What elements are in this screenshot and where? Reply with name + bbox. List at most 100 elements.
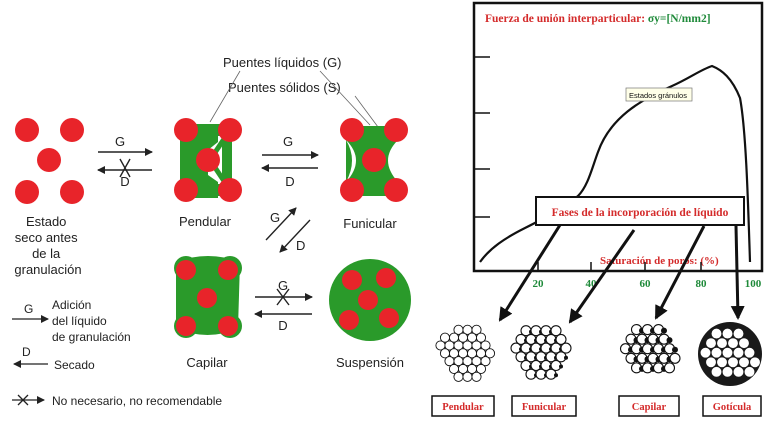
arrow-d-label: D [278, 318, 287, 333]
arrow-diagonal-down [279, 219, 311, 253]
granule-sphere [484, 348, 496, 359]
granule-sphere [711, 328, 722, 339]
granule-sphere [475, 363, 487, 375]
tick-label: 60 [640, 278, 652, 290]
particle [340, 178, 364, 202]
particle [358, 290, 378, 310]
granule-sphere [700, 347, 711, 358]
solid-bridges-label: Puentes sólidos (S) [228, 80, 341, 95]
particle [37, 148, 61, 172]
legend: G Adición del líquido de granulación D S… [12, 298, 222, 408]
particle [176, 260, 196, 280]
granule-sphere [717, 357, 727, 368]
leader-line [319, 70, 371, 126]
arrow-g-label: G [270, 210, 280, 225]
granule-sphere [733, 366, 744, 377]
tooltip [625, 87, 693, 102]
granule-sphere [733, 347, 744, 358]
phase-box-pendular [431, 395, 495, 417]
arrow-g-label: G [278, 278, 288, 293]
particle [218, 316, 238, 336]
particle [176, 316, 196, 336]
phase-box-label: Funicular [522, 402, 567, 413]
granule-sphere [728, 357, 738, 368]
capilar-state [174, 256, 242, 338]
tick-label: 40 [586, 278, 598, 290]
force-title: Fuerza de unión interparticular: σy=[N/m… [485, 13, 711, 25]
particle [15, 118, 39, 142]
phases-box [535, 196, 745, 226]
particle [60, 180, 84, 204]
granule-sphere [733, 328, 744, 339]
granule-cluster [510, 325, 572, 380]
funicular-state [340, 118, 408, 202]
capilar-label: Capilar [186, 355, 228, 370]
capilar-suspension-arrows: G D [254, 278, 313, 333]
particle [218, 260, 238, 280]
arrow-g-label: G [115, 134, 125, 149]
granule-sphere [471, 371, 482, 382]
granule-cluster [619, 324, 681, 374]
particle [218, 178, 242, 202]
granule-sphere [560, 342, 572, 354]
phase-box-goticula [702, 395, 762, 417]
binder-dot [661, 327, 667, 334]
arrow-diagonal-up [265, 207, 297, 241]
particle [376, 268, 396, 288]
particle [174, 178, 198, 202]
legend-g-letter: G [24, 302, 33, 316]
phases-label: Fases de la incorporación de líquido [552, 207, 729, 219]
legend-x-text: No necesario, no recomendable [52, 394, 222, 408]
binder-dot [672, 346, 678, 353]
binder-dot [666, 337, 673, 344]
phase-box-funicular [511, 395, 577, 417]
granule-illustrations [435, 322, 762, 386]
not-recommended-cross [276, 288, 290, 306]
arrow-d-label: D [120, 174, 129, 189]
saturation-label: Saturación de poros: (%) [600, 255, 719, 267]
particle [384, 118, 408, 142]
legend-x-cross [17, 394, 29, 406]
phase-box-label: Pendular [442, 402, 484, 413]
granule-sphere [744, 366, 755, 377]
legend-d-letter: D [22, 345, 31, 359]
binder-dot [559, 364, 563, 369]
granule-sphere [471, 324, 482, 335]
particle [174, 118, 198, 142]
granule-sphere [711, 347, 722, 358]
x-axis-ticks [537, 262, 702, 272]
phase-boxes: Pendular Funicular Capilar Gotícula [431, 395, 762, 417]
chart-frame [472, 1, 764, 273]
tick-label: 20 [533, 278, 545, 290]
leader-line [209, 70, 241, 123]
phase-box-capilar [618, 395, 680, 417]
dry-pendular-arrows: G D [97, 134, 153, 189]
particle [196, 148, 220, 172]
liquid-bridges-label: Puentes líquidos (G) [223, 55, 342, 70]
funicular-label: Funicular [343, 216, 397, 231]
pendular-state [174, 118, 242, 202]
granule-sphere [728, 338, 738, 349]
particle [15, 180, 39, 204]
granule-sphere [663, 362, 676, 374]
particle [340, 118, 364, 142]
leader-line [354, 95, 379, 128]
particle [60, 118, 84, 142]
binder-dot [554, 373, 558, 378]
granule-cluster [435, 324, 496, 382]
phase-arrows [498, 224, 745, 324]
granule-sphere [480, 356, 491, 367]
arrow-d-label: D [296, 238, 305, 253]
tick-label: 80 [696, 278, 708, 290]
granule-sphere [453, 371, 464, 382]
binder-dot [564, 355, 568, 360]
granule-sphere [550, 325, 562, 337]
arrow-g-label: G [283, 134, 293, 149]
granule-sphere [669, 352, 681, 364]
particle [218, 118, 242, 142]
suspension-state [329, 259, 411, 341]
granule-sphere [475, 332, 487, 343]
granule-sphere [722, 366, 733, 377]
bond-strength-panel: Fuerza de unión interparticular: σy=[N/m… [431, 1, 764, 417]
funicular-capilar-arrows: G D [265, 207, 311, 253]
